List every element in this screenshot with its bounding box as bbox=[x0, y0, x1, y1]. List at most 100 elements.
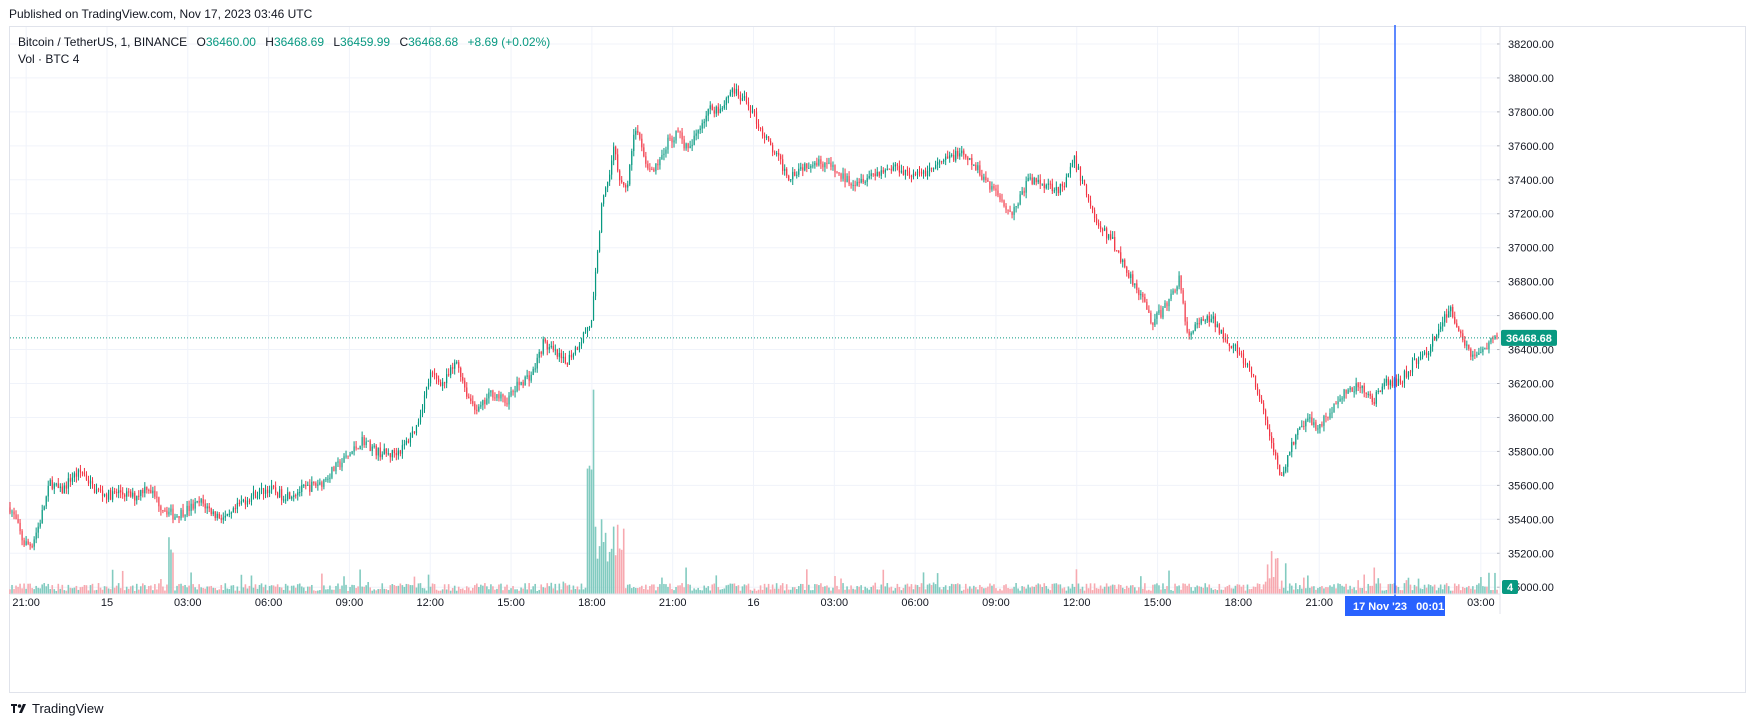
candle bbox=[293, 495, 295, 497]
volume-bar bbox=[23, 583, 25, 594]
y-tick-label: 37400.00 bbox=[1508, 175, 1554, 187]
volume-bar bbox=[204, 588, 206, 594]
volume-bar bbox=[1117, 584, 1120, 594]
candle bbox=[301, 485, 303, 492]
candle bbox=[1369, 393, 1371, 396]
candle bbox=[162, 510, 164, 512]
volume-bar bbox=[467, 587, 470, 594]
candle bbox=[693, 135, 695, 145]
candle bbox=[1407, 371, 1410, 378]
volume-bar bbox=[618, 548, 621, 594]
symbol-name[interactable]: Bitcoin / TetherUS, 1, BINANCE bbox=[18, 35, 188, 49]
candle bbox=[260, 488, 263, 490]
volume-bar bbox=[1005, 584, 1007, 594]
volume-bar bbox=[61, 584, 64, 594]
candle bbox=[617, 154, 619, 171]
volume-bar bbox=[1333, 584, 1335, 594]
candle bbox=[731, 88, 733, 93]
candle bbox=[295, 495, 297, 497]
candle bbox=[1108, 234, 1110, 239]
candle bbox=[73, 473, 75, 478]
volume-bar bbox=[709, 590, 712, 594]
published-caption: Published on TradingView.com, Nov 17, 20… bbox=[9, 7, 313, 21]
volume-bar bbox=[1377, 578, 1380, 594]
volume-bar bbox=[1337, 583, 1339, 594]
candle bbox=[1309, 417, 1311, 419]
volume-label[interactable]: Vol · BTC bbox=[18, 52, 70, 66]
volume-bar bbox=[1266, 564, 1269, 594]
candle bbox=[45, 496, 47, 507]
volume-bar bbox=[81, 586, 84, 594]
volume-bar bbox=[639, 587, 641, 594]
volume-bar bbox=[685, 567, 687, 594]
candle bbox=[995, 188, 997, 191]
volume-bar bbox=[1184, 583, 1186, 594]
candle bbox=[1196, 323, 1198, 325]
y-tick-label: 36000.00 bbox=[1508, 412, 1554, 424]
volume-bar bbox=[1389, 583, 1392, 594]
volume-bar bbox=[397, 585, 400, 594]
candle bbox=[180, 509, 182, 519]
candle bbox=[510, 391, 512, 396]
candle bbox=[1152, 322, 1154, 325]
volume-bar bbox=[1071, 583, 1074, 594]
candle bbox=[327, 478, 329, 480]
volume-bar bbox=[1379, 583, 1382, 594]
volume-bar bbox=[842, 583, 844, 594]
volume-bar bbox=[103, 586, 106, 594]
candle bbox=[1214, 316, 1216, 328]
candle bbox=[17, 519, 19, 523]
volume-bar bbox=[419, 583, 422, 594]
volume-bar bbox=[264, 584, 267, 594]
candle bbox=[641, 138, 643, 148]
candle bbox=[1005, 206, 1007, 210]
volume-bar bbox=[1331, 586, 1333, 594]
volume-bar bbox=[1248, 589, 1251, 594]
x-tick-label: 16 bbox=[747, 597, 759, 609]
volume-bar bbox=[1345, 583, 1347, 594]
volume-bar bbox=[1415, 586, 1418, 594]
candle bbox=[623, 182, 625, 186]
volume-bar bbox=[1311, 586, 1313, 594]
volume-bar bbox=[170, 549, 172, 594]
candle bbox=[1389, 380, 1391, 386]
volume-bar bbox=[447, 584, 450, 594]
volume-bar bbox=[1083, 590, 1086, 594]
candle bbox=[886, 168, 888, 171]
volume-bar bbox=[717, 587, 720, 594]
candle bbox=[415, 425, 418, 433]
volume-bar bbox=[1292, 589, 1295, 594]
volume-bar bbox=[463, 590, 466, 594]
volume-bar bbox=[806, 569, 808, 594]
candle bbox=[1311, 417, 1313, 425]
candle bbox=[1363, 385, 1365, 393]
volume-bar bbox=[1123, 589, 1126, 594]
candle bbox=[1047, 183, 1049, 185]
volume-bar bbox=[1178, 585, 1180, 594]
candle bbox=[1126, 267, 1128, 273]
candle bbox=[778, 153, 780, 156]
candle bbox=[1482, 348, 1484, 353]
volume-bar bbox=[276, 584, 279, 594]
volume-bar bbox=[1256, 583, 1259, 594]
candle bbox=[21, 531, 23, 541]
volume-bar bbox=[590, 469, 593, 594]
volume-bar bbox=[1039, 584, 1042, 594]
time-axis[interactable]: 21:00 15 03:00 06:00 09:00 12:00 15:00 18:00 21:… bbox=[10, 593, 1500, 609]
candle bbox=[707, 109, 709, 116]
candle bbox=[828, 162, 830, 164]
candle bbox=[1492, 338, 1494, 340]
volume-bar bbox=[192, 584, 194, 594]
chart-frame[interactable] bbox=[9, 26, 1746, 693]
volume-bar bbox=[926, 584, 929, 594]
volume-bar bbox=[1198, 586, 1200, 594]
volume-bar bbox=[248, 585, 251, 594]
candle bbox=[192, 503, 194, 509]
tradingview-branding[interactable]: TradingView bbox=[10, 701, 104, 716]
volume-bar bbox=[304, 590, 307, 594]
candle bbox=[1279, 464, 1281, 475]
volume-bar bbox=[95, 589, 98, 594]
volume-bar bbox=[1047, 588, 1050, 594]
price-axis[interactable]: 35000.0035200.0035400.0035600.0035800.00… bbox=[1497, 26, 1554, 614]
